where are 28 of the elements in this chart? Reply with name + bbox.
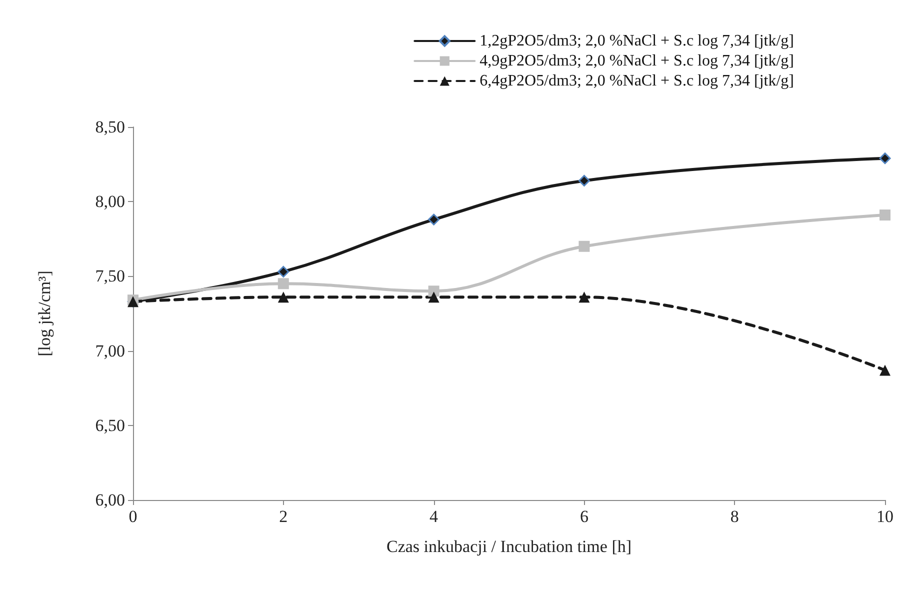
legend-label: 1,2gP2O5/dm3; 2,0 %NaCl + S.c log 7,34 [jtk/g]	[480, 32, 794, 50]
y-tick-label: 6,50	[95, 416, 125, 435]
point	[578, 174, 590, 186]
x-tick-label: 2	[279, 507, 288, 526]
y-tick-label: 7,50	[95, 266, 125, 286]
x-tick-label: 6	[580, 507, 588, 526]
point	[578, 292, 590, 303]
point	[278, 292, 289, 303]
point	[428, 292, 440, 303]
point	[278, 278, 289, 290]
x-axis-title: Czas inkubacji / Incubation time [h]	[386, 537, 632, 556]
y-tick-label: 8,00	[95, 192, 125, 212]
point	[880, 210, 890, 221]
point	[880, 364, 890, 376]
legend-label: 6,4gP2O5/dm3; 2,0 %NaCl + S.c log 7,34 [jtk/g]	[480, 72, 794, 90]
x-tick-label: 8	[730, 507, 739, 526]
point	[578, 240, 590, 252]
point	[428, 214, 440, 226]
x-tick-label: 4	[430, 507, 439, 526]
point	[879, 152, 891, 164]
y-tick-label: 7,00	[95, 341, 125, 360]
point	[278, 266, 290, 278]
x-tick-label: 0	[128, 507, 138, 526]
y-tick-label: 6,00	[95, 490, 125, 510]
legend-label: 4,9gP2O5/dm3; 2,0 %NaCl + S.c log 7,34 [jtk/g]	[480, 52, 794, 70]
y-axis-title: [log jtk/cm³]	[35, 270, 54, 356]
y-tick-label: 8,50	[95, 118, 125, 136]
x-tick-label: 10	[876, 507, 894, 526]
